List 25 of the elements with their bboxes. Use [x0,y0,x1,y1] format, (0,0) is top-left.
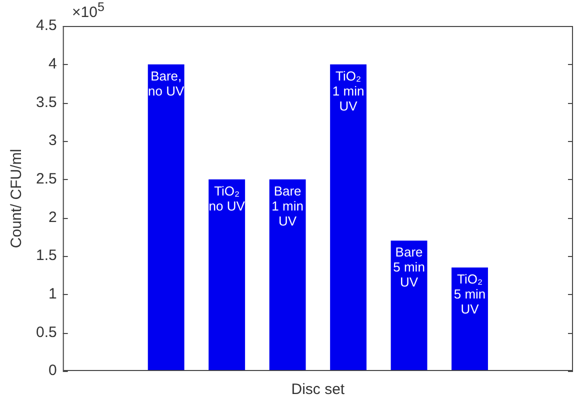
x-tick-label: TiO₂ 1 min UV [332,68,364,114]
y-axis-title: Count/ CFU/ml [8,148,26,248]
bar [452,268,488,371]
x-tick-label: Bare 1 min UV [272,183,304,228]
bar [148,64,184,371]
x-tick-label: TiO₂ 5 min UV [454,272,486,317]
bar [390,240,428,371]
y-tick-label: 4 [48,55,57,72]
y-tick-label: 2 [48,208,57,226]
x-tick-label: TiO₂ no UV [208,183,246,214]
y-tick-label: 2.5 [36,170,57,188]
x-tick-label: Bare, no UV [148,68,184,98]
y-tick-label: 0 [48,362,57,380]
y-tick-label: 3.5 [36,94,57,111]
bar [330,64,367,371]
y-tick-label: 4.5 [36,17,57,34]
y-tick-label: 0.5 [36,324,57,341]
y-tick-label: 3 [48,132,57,150]
x-tick-label: Bare 5 min UV [393,244,425,290]
x-axis-title: Disc set [291,381,346,398]
y-tick-label: 1.5 [36,247,57,264]
y-tick-label: 1 [48,285,57,302]
bar [269,179,306,371]
text: ×10$^{5}$ [72,0,104,21]
bar [208,179,246,371]
